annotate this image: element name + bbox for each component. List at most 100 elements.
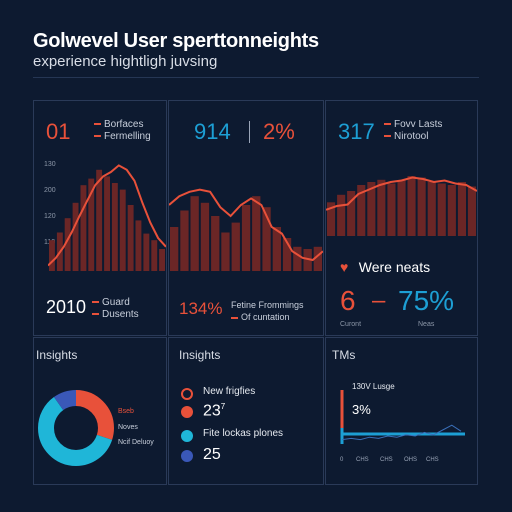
chart-line bbox=[169, 188, 323, 262]
legend-dot bbox=[181, 388, 193, 400]
bar-chart-2 bbox=[169, 188, 323, 271]
kpi-a: 6 bbox=[340, 285, 356, 316]
x-tick: 0 bbox=[340, 457, 344, 463]
chart-bar bbox=[347, 191, 356, 236]
legend-item: Fovv Lasts bbox=[384, 119, 442, 131]
chart-bar bbox=[111, 183, 118, 271]
y-axis-label: 120 bbox=[44, 213, 56, 220]
kpi-value-secondary: 2% bbox=[263, 119, 295, 144]
legend-swatch bbox=[92, 301, 99, 304]
bottom-value: 134% bbox=[179, 299, 223, 318]
chart-bar bbox=[337, 194, 346, 236]
chart-bar bbox=[387, 183, 396, 236]
chart-bar bbox=[377, 179, 386, 236]
chart-bar bbox=[272, 227, 281, 271]
chart-bar bbox=[96, 169, 103, 271]
chart-bar bbox=[135, 220, 142, 271]
kpi-dash: – bbox=[372, 287, 386, 314]
list-item-value: 25 bbox=[203, 446, 221, 463]
chart-bar bbox=[64, 218, 71, 271]
legend-swatch bbox=[231, 316, 238, 319]
panel-metric-2[interactable]: 914 2% 134% Fetine Frommings Of cuntatio… bbox=[168, 100, 324, 336]
kpi-a-sub: Curont bbox=[340, 321, 362, 328]
y-axis-label: 130 bbox=[44, 161, 56, 168]
section-heading: TMs bbox=[332, 348, 356, 362]
legend-item: Borfaces bbox=[94, 119, 151, 131]
legend-label: Of cuntation bbox=[241, 312, 290, 322]
chart-bar bbox=[407, 176, 416, 236]
donut-slice bbox=[38, 390, 114, 466]
panel-insights-list[interactable]: Insights New frigfies 237 Fite lockas pl… bbox=[168, 337, 324, 485]
chart-bar bbox=[143, 233, 150, 271]
header-divider bbox=[33, 77, 479, 78]
chart-bar bbox=[303, 249, 312, 271]
legend-item: Guard bbox=[92, 297, 139, 309]
chart-bar bbox=[190, 196, 199, 271]
panel-insights-donut[interactable]: Insights Bseb Noves Ncif Deluoy bbox=[33, 337, 167, 485]
legend-swatch bbox=[94, 135, 101, 138]
legend-swatch bbox=[92, 313, 99, 316]
kpi-value: 914 bbox=[194, 119, 231, 144]
chart-bar bbox=[104, 176, 110, 271]
chart-bar bbox=[72, 202, 79, 271]
legend-item: Dusents bbox=[92, 309, 139, 321]
chart-bar bbox=[262, 207, 271, 271]
donut-slice bbox=[38, 390, 114, 466]
chart-bar bbox=[241, 205, 251, 271]
chart-bar bbox=[180, 210, 189, 271]
chart-bar bbox=[49, 240, 55, 271]
kpi-b-sub: Neas bbox=[418, 321, 435, 328]
bar-chart-1 bbox=[48, 164, 166, 271]
chart-bar bbox=[159, 249, 165, 271]
chart-label: 130V Lusge bbox=[352, 382, 395, 391]
legend-swatch bbox=[94, 123, 101, 126]
trend-line bbox=[341, 424, 462, 441]
chart-bar bbox=[397, 180, 406, 236]
legend-label: Fovv Lasts bbox=[394, 119, 443, 130]
chart-bar bbox=[313, 246, 322, 271]
legend-label: Dusents bbox=[102, 309, 139, 320]
panel-trends[interactable]: TMs 130V Lusge 3% 0 CHS CHS OHS CHS bbox=[325, 337, 478, 485]
chart-bar bbox=[437, 183, 446, 236]
panel-metric-1[interactable]: 01 Borfaces Fermelling 130 200 120 110 2… bbox=[33, 100, 167, 336]
legend-dot bbox=[181, 406, 193, 418]
page-title: Golwevel User sperttonneights bbox=[33, 30, 319, 52]
heart-label-row: ♥ Were neats bbox=[340, 259, 430, 277]
list-item-label: New frigfies bbox=[203, 386, 256, 397]
list-item-value: 237 bbox=[203, 402, 226, 420]
legend-swatch bbox=[384, 123, 391, 126]
legend-dot bbox=[181, 450, 193, 462]
legend-label: Fetine Frommings bbox=[231, 300, 304, 310]
heart-icon: ♥ bbox=[340, 259, 349, 275]
chart-line bbox=[326, 176, 477, 211]
chart-bar bbox=[417, 177, 426, 236]
section-heading: Insights bbox=[179, 348, 221, 362]
legend-dot bbox=[181, 430, 193, 442]
legend: Borfaces Fermelling bbox=[94, 119, 151, 143]
panel-metric-3[interactable]: 317 Fovv Lasts Nirotool ♥ Were neats 6 –… bbox=[325, 100, 478, 336]
legend-swatch bbox=[384, 135, 391, 138]
section-heading: Insights bbox=[36, 348, 78, 362]
legend: Fovv Lasts Nirotool bbox=[384, 119, 442, 143]
heart-label: Were neats bbox=[358, 259, 431, 275]
x-tick: CHS bbox=[426, 457, 439, 463]
bottom-legend: Guard Dusents bbox=[92, 297, 139, 321]
chart-line bbox=[48, 164, 166, 267]
chart-bar bbox=[88, 178, 95, 271]
legend-label: Guard bbox=[102, 297, 130, 308]
legend-label: Borfaces bbox=[104, 119, 144, 130]
x-tick: CHS bbox=[356, 457, 369, 463]
donut-chart bbox=[38, 390, 114, 466]
chart-bar bbox=[367, 182, 376, 236]
bar-chart-3 bbox=[326, 176, 477, 236]
list-item-label: Fite lockas plones bbox=[203, 428, 284, 439]
legend-item: Fermelling bbox=[94, 131, 151, 143]
chart-bar bbox=[200, 202, 210, 271]
chart-bar bbox=[127, 205, 134, 271]
donut-label: Bseb bbox=[118, 408, 134, 415]
chart-bar bbox=[357, 185, 366, 236]
chart-bar bbox=[231, 222, 240, 271]
legend-label: Nirotool bbox=[394, 131, 429, 142]
donut-label: Ncif Deluoy bbox=[118, 439, 154, 446]
trend-value: 3% bbox=[352, 402, 371, 417]
